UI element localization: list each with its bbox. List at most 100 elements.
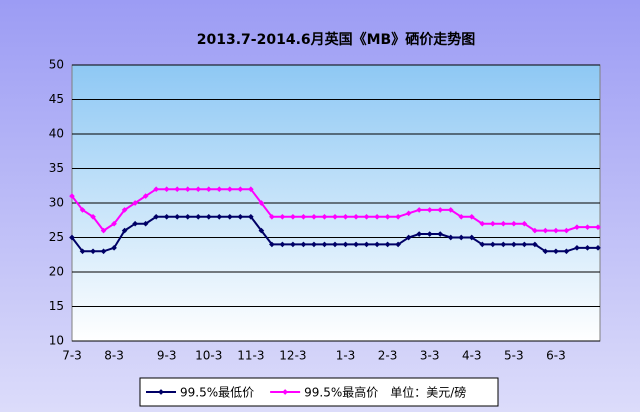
- legend-label: 99.5%最低价: [180, 386, 254, 400]
- data-point: [563, 248, 570, 255]
- data-point: [174, 213, 181, 220]
- data-point: [468, 234, 475, 241]
- data-point: [489, 220, 496, 227]
- data-point: [458, 234, 465, 241]
- data-point: [258, 200, 265, 206]
- data-point: [237, 186, 244, 193]
- data-point: [300, 213, 307, 220]
- legend-label: 99.5%最高价: [304, 385, 378, 400]
- data-point: [205, 186, 212, 193]
- data-point: [342, 213, 349, 220]
- data-point: [574, 224, 580, 230]
- data-point: [363, 241, 370, 248]
- data-point: [79, 207, 86, 213]
- x-tick-label: 2-3: [378, 349, 398, 363]
- data-point: [426, 207, 433, 213]
- data-point: [553, 227, 559, 234]
- data-point: [447, 234, 454, 241]
- data-point: [405, 210, 412, 217]
- data-point: [100, 248, 107, 255]
- data-point: [468, 213, 475, 220]
- data-point: [290, 241, 296, 248]
- y-tick-label: 20: [49, 265, 64, 279]
- data-point: [416, 231, 422, 237]
- data-point: [269, 241, 275, 248]
- x-tick-label: 4-3: [462, 349, 482, 363]
- data-point: [163, 213, 170, 220]
- x-tick-label: 7-3: [62, 349, 82, 363]
- data-point: [384, 213, 391, 220]
- data-point: [226, 213, 233, 220]
- data-point: [300, 241, 307, 248]
- data-point: [100, 227, 107, 234]
- data-point: [595, 245, 601, 251]
- x-tick-label: 12-3: [279, 349, 306, 363]
- data-point: [363, 213, 370, 220]
- y-tick-label: 50: [49, 58, 64, 72]
- data-point: [163, 186, 170, 193]
- data-point: [553, 248, 559, 255]
- data-point: [458, 213, 465, 220]
- data-point: [574, 245, 580, 251]
- data-point: [532, 227, 538, 234]
- data-point: [353, 213, 359, 220]
- y-tick-label: 15: [49, 299, 64, 313]
- data-point: [479, 241, 486, 248]
- data-point: [111, 220, 117, 227]
- data-point: [79, 248, 86, 255]
- data-point: [584, 224, 591, 230]
- legend-box: [139, 377, 499, 407]
- data-point: [153, 186, 159, 193]
- data-point: [374, 213, 380, 220]
- data-point: [542, 227, 549, 234]
- y-tick-label: 40: [49, 127, 64, 141]
- data-point: [90, 213, 96, 220]
- data-point: [153, 213, 159, 220]
- data-point: [311, 213, 317, 220]
- data-point: [290, 213, 296, 220]
- data-point: [111, 245, 117, 251]
- data-point: [216, 186, 223, 193]
- data-point: [142, 193, 149, 199]
- data-point: [184, 213, 191, 220]
- data-point: [195, 213, 202, 220]
- data-point: [269, 213, 275, 220]
- data-point: [511, 241, 517, 248]
- x-tick-label: 9-3: [157, 349, 177, 363]
- x-tick-label: 10-3: [195, 349, 222, 363]
- data-point: [279, 241, 286, 248]
- data-point: [121, 227, 128, 234]
- data-point: [584, 245, 591, 251]
- data-point: [311, 241, 317, 248]
- data-point: [563, 227, 570, 234]
- data-point: [395, 213, 401, 220]
- data-point: [195, 186, 202, 193]
- y-tick-label: 30: [49, 196, 64, 210]
- data-point: [595, 224, 601, 230]
- data-point: [332, 241, 338, 248]
- data-point: [174, 186, 181, 193]
- data-point: [353, 241, 359, 248]
- data-point: [416, 207, 422, 213]
- data-point: [132, 220, 138, 227]
- data-point: [321, 241, 328, 248]
- data-point: [69, 193, 75, 199]
- y-tick-label: 25: [49, 230, 64, 244]
- y-tick-label: 10: [49, 334, 64, 348]
- data-point: [237, 213, 244, 220]
- data-point: [216, 213, 223, 220]
- data-point: [447, 207, 454, 213]
- legend-marker: [158, 389, 164, 395]
- data-point: [437, 231, 444, 237]
- data-point: [384, 241, 391, 248]
- data-point: [121, 207, 128, 213]
- data-point: [205, 213, 212, 220]
- data-point: [479, 220, 486, 227]
- data-point: [437, 207, 444, 213]
- data-point: [521, 241, 528, 248]
- data-point: [248, 186, 254, 193]
- data-point: [332, 213, 338, 220]
- data-point: [489, 241, 496, 248]
- x-tick-label: 8-3: [104, 349, 124, 363]
